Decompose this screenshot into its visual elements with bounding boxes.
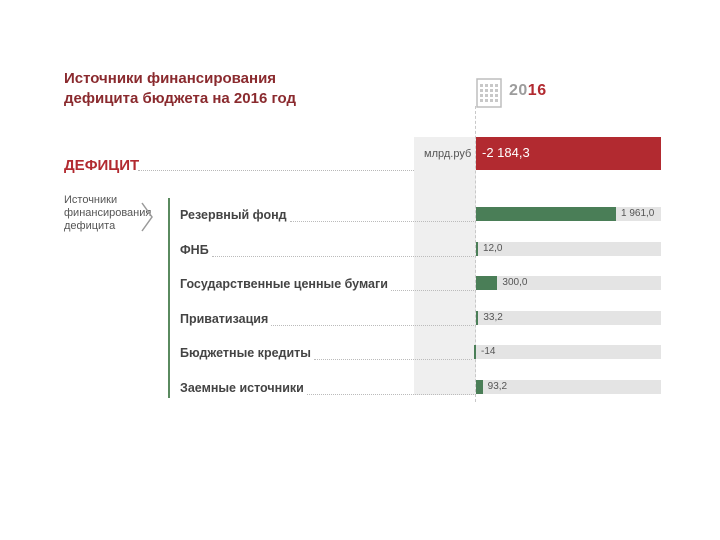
title-line-1: Источники финансирования (64, 70, 277, 87)
source-bar (474, 345, 476, 360)
source-value: 300,0 (502, 277, 528, 289)
sources-bracket (168, 198, 170, 398)
chevron-right-icon (141, 202, 153, 232)
calendar-icon (476, 78, 502, 108)
source-value: 93,2 (487, 381, 508, 392)
deficit-bar (476, 137, 661, 170)
source-label: Резервный фонд (180, 208, 287, 222)
source-label: ФНБ (180, 242, 209, 257)
source-bar (476, 207, 616, 221)
source-bar (476, 310, 479, 325)
bar-track (476, 310, 661, 325)
source-value: -14 (481, 346, 496, 358)
bar-track (476, 276, 661, 291)
bar-track (476, 345, 661, 360)
source-value: 33,2 (483, 311, 503, 323)
source-label: Государственные ценные бумаги (180, 277, 388, 292)
chart-title: Источники финансирования дефицита бюджет… (64, 69, 364, 109)
title-line-2: дефицита бюджета на 2016 год (64, 90, 296, 107)
bar-track (476, 241, 661, 256)
source-bar (476, 241, 478, 256)
source-label: Приватизация (180, 311, 269, 326)
deficit-leader-line (138, 170, 414, 171)
source-label: Бюджетные кредиты (180, 346, 311, 361)
leader-line (391, 290, 476, 292)
leader-line (271, 324, 476, 326)
unit-label: млрд.руб (424, 148, 472, 160)
bar-track (476, 380, 661, 394)
source-value: 12,0 (483, 242, 503, 254)
deficit-value: -2 184,3 (482, 145, 530, 160)
leader-line (290, 221, 476, 222)
deficit-label: ДЕФИЦИТ (64, 157, 140, 174)
axis-shade (414, 137, 476, 395)
source-bar (476, 380, 483, 394)
leader-line (212, 255, 476, 257)
sources-label: Источники финансирования дефицита (64, 194, 152, 232)
source-bar (476, 276, 498, 291)
year-label: 2016 (509, 82, 547, 100)
year-prefix: 20 (509, 82, 528, 99)
leader-line (307, 394, 476, 395)
source-value: 1 961,0 (621, 208, 655, 219)
year-suffix: 16 (527, 82, 547, 99)
source-label: Заемные источники (180, 381, 304, 395)
zero-axis-line (475, 106, 476, 402)
leader-line (314, 359, 472, 361)
